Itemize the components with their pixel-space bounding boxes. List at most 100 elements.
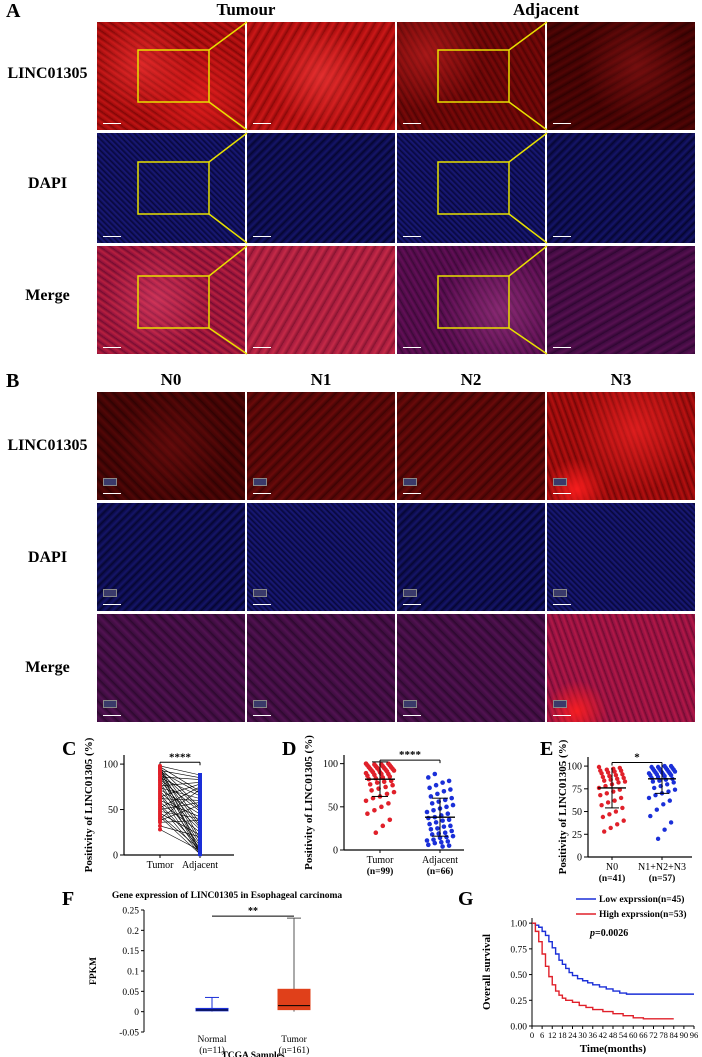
box [277,988,311,1011]
panel-a-col-tumour: Tumour [216,0,276,19]
adjacent-point [449,795,454,801]
adjacent-point [428,794,434,799]
x-tick-label: N0 [606,862,618,873]
panel-d-letter: D [282,738,297,760]
paired-line [159,793,201,847]
n123-point [655,836,661,842]
n123-point [668,772,674,778]
significance-label: ** [248,906,258,917]
panel-b-row-merge: Merge [25,659,70,676]
tumor-point [370,795,376,801]
x-tick-label: 96 [690,1030,699,1040]
adjacent-point [198,821,202,826]
panel-a-letter: A [6,0,21,22]
panel-b-img-merge-n3 [547,614,695,722]
y-tick-label: 0.50 [510,971,527,981]
y-tick-label: 75 [572,784,582,795]
panel-b-img-merge-n1 [247,614,395,722]
paired-line [159,767,201,808]
paired-line [159,825,201,838]
n123-point [654,807,659,812]
x-tick-label: 18 [558,1030,567,1040]
n123-point [667,798,672,803]
adjacent-point [198,852,202,857]
n0-point [613,809,619,814]
adjacent-point [424,809,430,815]
adjacent-point [198,784,202,789]
n0-point [620,772,625,777]
n0-point [615,822,620,827]
paired-line [159,789,201,819]
n0-point [621,818,626,823]
panel-a-img-linc-adjacent-zoom [547,22,695,130]
paired-line [159,800,201,818]
paired-line [159,779,201,812]
adjacent-point [198,803,202,807]
n0-point [612,769,617,774]
paired-line [159,765,201,776]
tumor-point [391,768,397,773]
adjacent-point [446,778,452,784]
n123-point [650,779,656,784]
adjacent-point [426,775,431,780]
adjacent-point [198,800,202,805]
y-tick-label: 1.00 [510,920,527,930]
x-tick-label: (n=66) [427,866,454,877]
n0-point [612,798,617,803]
tumor-point [158,820,162,825]
x-tick-label: 84 [670,1030,679,1040]
n123-point [652,785,657,791]
y-tick-label: 0 [113,851,118,862]
tumor-point [369,788,374,793]
x-tick-label: 78 [659,1030,668,1040]
panel-b-img-linc-n0 [97,392,245,500]
paired-line [159,787,201,799]
adjacent-point [442,830,448,836]
x-tick-label: 54 [619,1030,628,1040]
tumor-point [383,784,388,790]
adjacent-point [435,791,440,797]
paired-line [159,791,201,830]
tumor-point [384,791,390,797]
paired-line [159,820,201,823]
paired-line [159,812,201,836]
panel-c-letter: C [62,738,77,760]
adjacent-point [198,773,202,777]
panel-b-img-dapi-n2 [397,503,545,611]
tumor-point [391,789,397,795]
significance-label: * [634,751,640,763]
adjacent-point [432,840,438,846]
adjacent-point [426,815,431,821]
adjacent-point [446,843,452,848]
adjacent-point [437,835,443,841]
adjacent-point [426,842,431,848]
x-tick-label: Tumor [367,855,395,866]
n123-point [672,787,678,792]
legend-label: Low exprssion(n=45) [599,894,684,905]
n0-point [602,778,607,783]
paired-line [159,816,201,855]
adjacent-point [431,837,436,842]
x-tick-label: Tumor [281,1035,307,1045]
adjacent-point [424,838,430,843]
x-tick-label: 0 [530,1030,534,1040]
adjacent-point [435,826,440,831]
n123-point [662,827,667,832]
paired-line [159,802,201,833]
y-axis-label: Positivity of LINC01305 (%) [83,737,95,872]
panel-a-row-merge: Merge [25,287,70,304]
y-tick-label: 0.1 [127,968,139,978]
panel-g-letter: G [458,888,474,910]
survival-curve-high [532,922,674,1020]
significance-label: **** [169,751,192,763]
chart-title: Gene expression of LINC01305 in Esophage… [112,891,343,901]
adjacent-point [198,812,202,817]
panel-b-letter: B [6,370,20,392]
adjacent-point [441,824,447,829]
n0-point [598,792,603,798]
adjacent-point [448,823,453,829]
tumor-point [379,804,384,810]
tumor-point [365,773,370,779]
n0-point [605,800,611,805]
adjacent-point [433,782,439,788]
